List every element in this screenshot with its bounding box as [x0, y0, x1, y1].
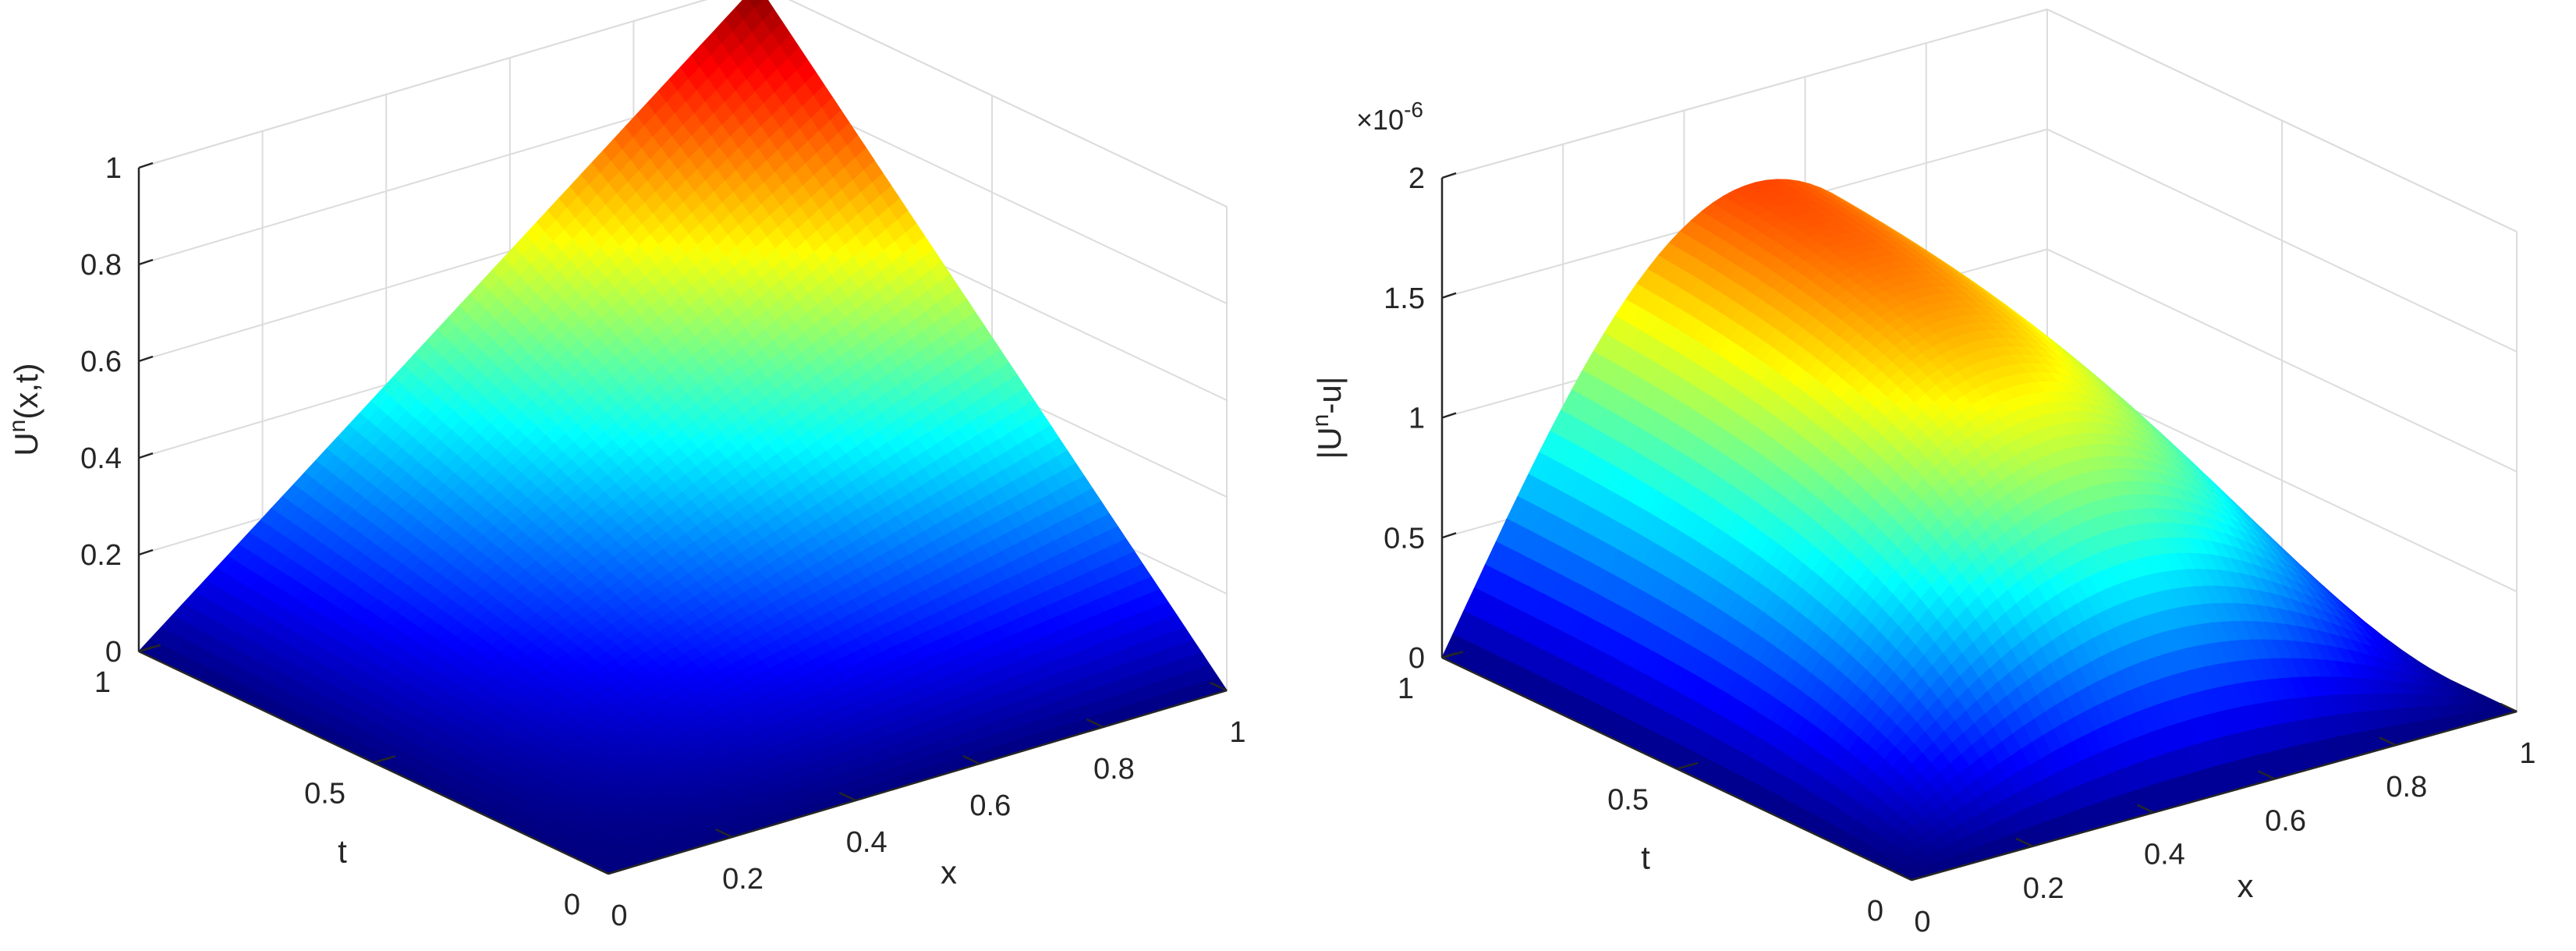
z-tick-mark: [138, 258, 154, 266]
box-edge: [2046, 9, 2518, 232]
z-tick-label: 0.2: [80, 539, 122, 572]
t-tick-mark: [373, 755, 396, 764]
x-tick-label: 0.4: [846, 826, 888, 859]
box-edge: [788, 0, 1228, 208]
x-tick-mark: [1210, 681, 1228, 692]
x-tick-mark: [838, 791, 856, 802]
surface-plot-solution: 0 0.2 0.4 0.6 0.8 1 0 0.2 0.4 0.6 0.8 1 0 0.5 1 x t Un(x,…: [5, 0, 1246, 932]
box-edge: [1441, 9, 2048, 179]
x-axis-label: x: [941, 854, 957, 891]
surface: [138, 0, 1228, 875]
surface-plot-solution-svg: 00.20.40.60.8100.20.40.60.8100.51xtUn(x,…: [5, 0, 1246, 932]
z-tick-mark: [138, 452, 154, 460]
surface: [1441, 179, 2518, 881]
z-axis-label: Un(x,t): [5, 363, 44, 456]
surface-plot-error: 0 0.5 1 1.5 2 0 0.2 0.4 0.6 0.8 1 0 0.5 1 x t |Un-u| ×10-…: [1288, 0, 2576, 951]
t-tick-label: 0.5: [304, 778, 345, 811]
surface-plot-error-svg: 00.511.5200.20.40.60.8100.51xt|Un-u|×10-…: [1308, 8, 2536, 939]
x-tick-mark: [591, 864, 609, 875]
z-tick-mark: [138, 161, 154, 169]
z-tick-label: 0: [105, 636, 122, 669]
x-tick-label: 0.6: [969, 790, 1011, 822]
x-axis-line: [608, 689, 1228, 875]
axes: 00.20.40.60.8100.20.40.60.8100.51xtUn(x,…: [5, 152, 1246, 932]
z-tick-label: 0.4: [80, 442, 122, 475]
x-tick-label: 1: [1229, 716, 1245, 749]
x-tick-mark: [962, 754, 980, 765]
x-tick-label: 0.2: [722, 863, 764, 896]
x-tick-mark: [714, 828, 733, 839]
t-tick-mark: [608, 866, 631, 875]
z-tick-mark: [138, 548, 154, 556]
t-axis-label: t: [338, 833, 347, 870]
box-edge: [138, 0, 708, 169]
z-tick-label: 0.6: [80, 346, 122, 378]
t-tick-label: 1: [94, 666, 111, 699]
x-tick-label: 0.8: [1093, 753, 1135, 786]
z-tick-label: 1: [105, 152, 122, 185]
x-tick-mark: [1086, 718, 1104, 729]
t-tick-mark: [138, 644, 161, 653]
t-tick-label: 0: [564, 889, 580, 921]
x-tick-label: 0: [611, 900, 627, 932]
z-tick-mark: [138, 355, 154, 363]
z-tick-label: 0.8: [80, 249, 122, 282]
z-grid-line: [1441, 8, 2518, 232]
